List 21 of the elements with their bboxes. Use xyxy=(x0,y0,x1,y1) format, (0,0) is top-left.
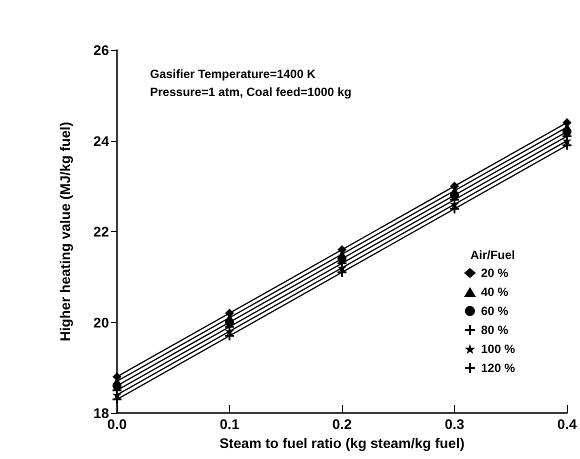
x-tick-label: 0.1 xyxy=(220,416,240,432)
x-tick-label: 0.2 xyxy=(332,416,352,432)
y-axis-title: Higher heating value (MJ/kg fuel) xyxy=(57,122,73,342)
y-tick-label: 18 xyxy=(93,405,110,421)
y-tick-label: 22 xyxy=(93,224,110,240)
x-axis-title: Steam to fuel ratio (kg steam/kg fuel) xyxy=(219,434,465,451)
legend-label: 100 % xyxy=(480,342,516,356)
legend-label: 40 % xyxy=(480,285,509,299)
y-tick-label: 26 xyxy=(93,42,110,58)
x-tick-label: 0.4 xyxy=(557,416,577,432)
y-tick-label: 20 xyxy=(93,314,110,330)
annotation: Pressure=1 atm, Coal feed=1000 kg xyxy=(150,85,352,99)
x-tick-label: 0.0 xyxy=(107,416,127,432)
legend-label: 80 % xyxy=(480,323,509,337)
legend-title: Air/Fuel xyxy=(470,248,515,262)
y-tick-label: 24 xyxy=(93,132,110,149)
legend-label: 60 % xyxy=(480,304,509,318)
legend-label: 120 % xyxy=(480,361,516,375)
legend-label: 20 % xyxy=(480,266,509,280)
x-tick-label: 0.3 xyxy=(444,416,464,432)
annotation: Gasifier Temperature=1400 K xyxy=(150,67,316,81)
